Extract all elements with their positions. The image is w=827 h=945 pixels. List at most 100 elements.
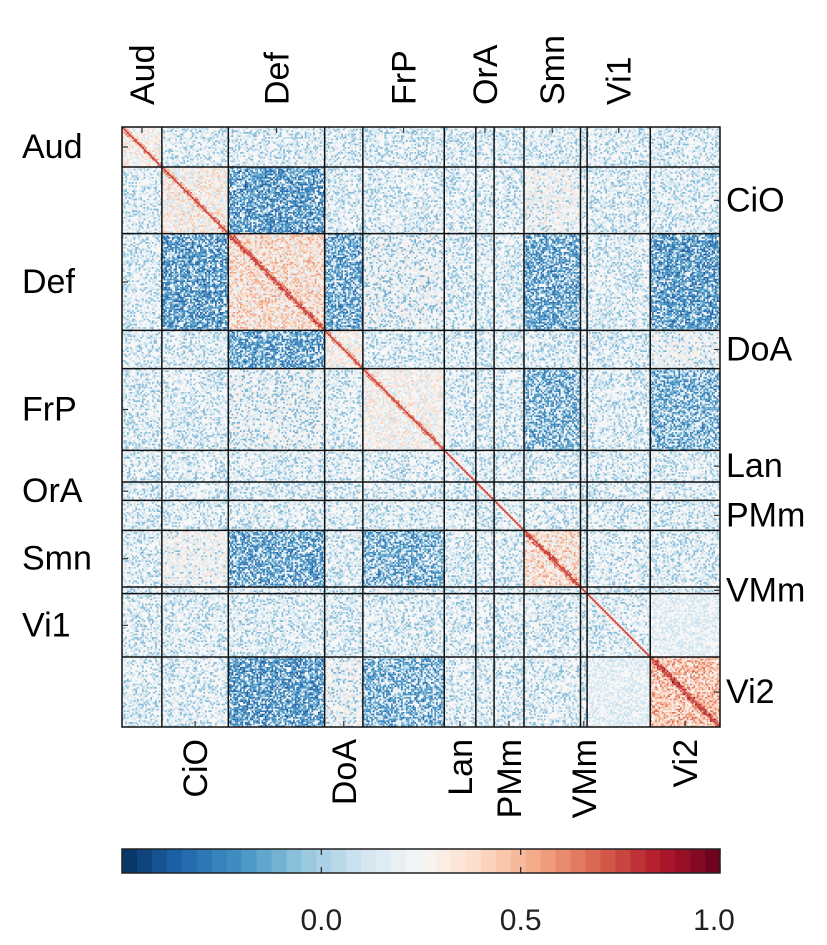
matrix-cell: [418, 129, 420, 131]
matrix-cell: [223, 139, 225, 141]
matrix-cell: [491, 139, 493, 141]
matrix-cell: [715, 140, 717, 142]
matrix-cell: [539, 134, 541, 136]
matrix-cell: [678, 130, 680, 132]
matrix-cell: [459, 144, 461, 146]
matrix-cell: [431, 137, 433, 139]
matrix-cell: [374, 135, 376, 137]
matrix-cell: [320, 134, 322, 136]
matrix-cell: [635, 139, 637, 141]
matrix-cell: [167, 140, 169, 142]
matrix-cell: [348, 134, 350, 136]
matrix-cell: [250, 130, 252, 132]
matrix-cell: [149, 142, 151, 144]
matrix-cell: [291, 137, 293, 139]
matrix-cell: [622, 135, 624, 137]
matrix-cell: [288, 134, 290, 136]
matrix-cell: [472, 132, 474, 134]
matrix-cell: [389, 132, 391, 134]
matrix-cell: [614, 140, 616, 142]
matrix-cell: [281, 140, 283, 142]
matrix-cell: [240, 135, 242, 137]
matrix-cell: [232, 140, 234, 142]
matrix-cell: [345, 142, 347, 144]
matrix-cell: [129, 137, 131, 139]
matrix-cell: [448, 135, 450, 137]
matrix-cell: [433, 137, 435, 139]
matrix-cell: [577, 139, 579, 141]
matrix-cell: [682, 130, 684, 132]
matrix-cell: [379, 129, 381, 131]
matrix-cell: [326, 142, 328, 144]
matrix-cell: [516, 134, 518, 136]
matrix-cell: [429, 137, 431, 139]
matrix-cell: [173, 142, 175, 144]
matrix-cell: [433, 130, 435, 132]
matrix-cell: [341, 137, 343, 139]
matrix-cell: [320, 135, 322, 137]
matrix-cell: [642, 135, 644, 137]
matrix-cell: [549, 134, 551, 136]
matrix-cell: [529, 140, 531, 142]
matrix-cell: [605, 144, 607, 146]
matrix-cell: [192, 142, 194, 144]
matrix-cell: [602, 137, 604, 139]
matrix-cell: [398, 135, 400, 137]
matrix-cell: [451, 134, 453, 136]
matrix-cell: [482, 132, 484, 134]
matrix-cell: [703, 139, 705, 141]
matrix-cell: [534, 140, 536, 142]
matrix-cell: [469, 135, 471, 137]
matrix-cell: [232, 129, 234, 131]
matrix-cell: [308, 132, 310, 134]
matrix-cell: [685, 132, 687, 134]
matrix-cell: [479, 130, 481, 132]
matrix-cell: [496, 132, 498, 134]
matrix-cell: [629, 142, 631, 144]
matrix-cell: [413, 140, 415, 142]
matrix-cell: [152, 135, 154, 137]
matrix-cell: [635, 144, 637, 146]
matrix-cell: [639, 135, 641, 137]
matrix-cell: [708, 134, 710, 136]
matrix-cell: [562, 139, 564, 141]
matrix-cell: [575, 139, 577, 141]
matrix-cell: [310, 134, 312, 136]
matrix-cell: [717, 129, 719, 131]
matrix-cell: [446, 129, 448, 131]
matrix-cell: [124, 140, 126, 142]
matrix-cell: [154, 129, 156, 131]
matrix-cell: [328, 134, 330, 136]
matrix-cell: [612, 140, 614, 142]
matrix-cell: [155, 134, 157, 136]
matrix-cell: [150, 129, 152, 131]
matrix-cell: [220, 139, 222, 141]
matrix-cell: [549, 129, 551, 131]
matrix-cell: [351, 137, 353, 139]
matrix-cell: [318, 139, 320, 141]
matrix-cell: [644, 129, 646, 131]
matrix-cell: [273, 142, 275, 144]
matrix-cell: [411, 137, 413, 139]
matrix-cell: [712, 137, 714, 139]
matrix-cell: [172, 129, 174, 131]
matrix-cell: [456, 137, 458, 139]
matrix-cell: [265, 144, 267, 146]
matrix-cell: [424, 129, 426, 131]
matrix-cell: [296, 137, 298, 139]
matrix-cell: [245, 132, 247, 134]
matrix-cell: [296, 139, 298, 141]
matrix-cell: [657, 132, 659, 134]
matrix-cell: [356, 144, 358, 146]
matrix-cell: [326, 129, 328, 131]
matrix-cell: [182, 135, 184, 137]
matrix-cell: [692, 135, 694, 137]
matrix-cell: [622, 134, 624, 136]
matrix-cell: [270, 129, 272, 131]
matrix-cell: [599, 129, 601, 131]
matrix-cell: [664, 134, 666, 136]
matrix-cell: [479, 140, 481, 142]
matrix-cell: [673, 140, 675, 142]
matrix-cell: [305, 132, 307, 134]
matrix-cell: [203, 139, 205, 141]
